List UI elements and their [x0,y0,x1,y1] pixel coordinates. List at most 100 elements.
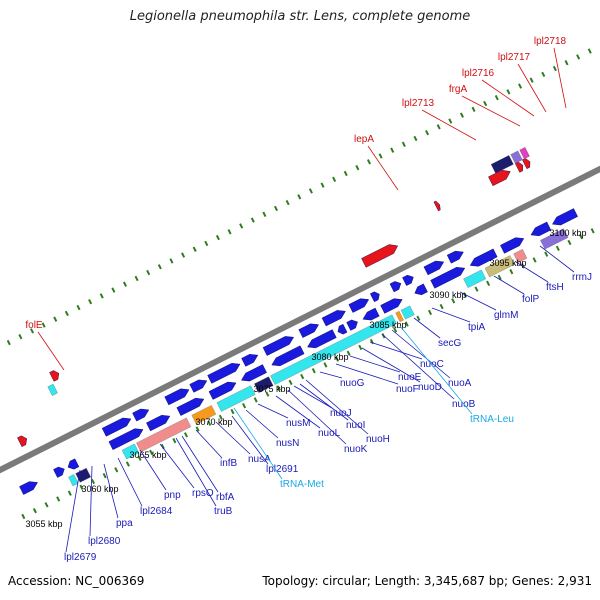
gene-arrow [101,417,132,437]
label-leader [65,469,81,553]
tick-mark [67,490,72,496]
gene-arrow [414,283,428,296]
cog-bar [510,150,523,164]
gene-label: nuoH [366,434,390,445]
cog-bar [254,376,274,393]
tick-mark [300,373,305,380]
tick-mark [91,478,96,485]
scale-label: 3055 kbp [25,519,62,529]
label-leader [245,409,279,439]
tick-mark [262,211,267,217]
gene-arrow [19,481,38,495]
tick-mark [227,229,232,235]
gene-arrow [423,260,445,276]
gene-arrow [389,281,402,293]
scale-label: 3090 kbp [429,290,466,300]
label-leader [553,47,567,109]
tick-mark [53,316,58,322]
gene-arrow [348,298,370,313]
tick-mark [366,159,371,165]
tick-mark [207,420,212,426]
gene-arrow [271,345,305,367]
label-leader [367,145,399,191]
gene-arrow [67,458,80,470]
highlight-label: frgA [449,84,468,95]
cog-bar [136,417,192,453]
label-leader [175,437,217,507]
scale-label: 3080 kbp [311,352,348,362]
highlight-gene-arrow [49,370,60,382]
tick-mark [297,194,302,200]
tick-mark [358,344,363,351]
gene-label: infB [220,458,238,469]
tick-mark [111,287,116,293]
cog-bar [519,147,530,160]
label-leader [215,421,251,455]
gene-label: tpiA [468,322,486,333]
tick-mark [242,403,247,409]
genome-summary-text: Topology: circular; Length: 3,345,687 bp… [262,574,592,588]
gene-label: lpl2679 [64,552,97,563]
label-leader [539,245,575,273]
label-leader [159,443,195,489]
tick-mark [172,438,177,444]
highlight-label: lpl2717 [498,52,531,63]
cog-bar [395,310,404,323]
tick-mark [474,286,479,292]
gene-arrow [337,323,348,335]
label-leader [275,395,321,429]
tick-mark [88,299,93,305]
gene-label: rrmJ [572,272,592,283]
tick-mark [288,379,293,386]
gene-arrow [108,428,144,450]
cog-bar [191,405,217,425]
gene-label: lpl2684 [140,506,173,517]
tick-mark [320,182,325,188]
highlight-gene-arrow [433,200,441,212]
label-leader [399,325,473,415]
cog-bar [484,255,515,278]
gene-label: nuoG [340,378,365,389]
label-leader [181,435,219,493]
cog-bar [513,249,528,263]
gene-arrow [132,408,150,422]
tick-mark [448,118,453,124]
tick-mark [552,65,557,72]
tick-mark [285,199,290,206]
tick-mark [218,414,223,421]
highlight-label: lpl2713 [402,98,435,109]
gene-track [17,158,578,495]
gene-label: nusA [248,454,271,465]
label-leader [195,429,223,459]
cog-bar [490,155,514,174]
map-title: Legionella pneumophila str. Lens, comple… [129,9,471,24]
tick-mark [427,309,433,316]
label-leader [413,317,441,339]
tick-mark [436,124,441,130]
scale-label: 3085 kbp [369,320,406,330]
tick-mark [413,135,418,142]
tick-mark [192,246,197,252]
gene-label: lpl2691 [266,464,299,475]
cog-bar [68,474,79,487]
tick-mark [518,83,523,89]
tick-mark [308,188,313,194]
gene-label: nuoA [448,378,472,389]
gene-arrow [146,415,171,432]
tick-mark [253,397,258,403]
tick-mark [451,298,456,304]
gene-arrow [402,274,414,286]
tick-mark [265,391,270,397]
tick-mark [41,322,46,328]
label-leader [299,383,349,421]
tick-mark [6,339,11,346]
gene-label: nusM [286,418,310,429]
tick-mark [579,233,584,240]
label-leader [231,415,269,465]
rna-label: tRNA-Met [280,479,324,490]
tick-mark [555,245,560,252]
tick-mark [497,274,502,281]
gene-label: lpl2680 [88,536,121,547]
gene-label: folP [522,294,540,305]
tick-mark [122,281,127,287]
